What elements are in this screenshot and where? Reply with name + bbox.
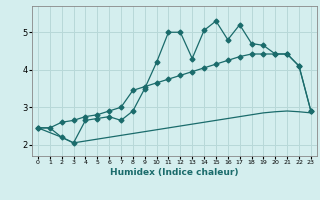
X-axis label: Humidex (Indice chaleur): Humidex (Indice chaleur) — [110, 168, 239, 177]
